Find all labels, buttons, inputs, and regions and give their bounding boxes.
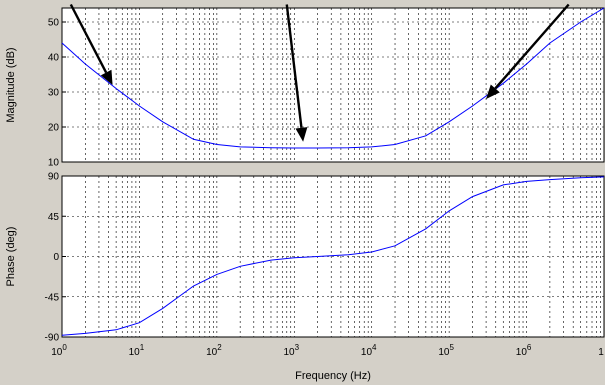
phase-grid <box>61 175 605 338</box>
magnitude-series-line <box>61 7 605 149</box>
x-tick-label: 103 <box>283 343 299 358</box>
y-tick-label: 50 <box>48 18 60 29</box>
y-tick-label: -45 <box>45 292 60 303</box>
magnitude-plot-area <box>62 8 604 162</box>
magnitude-y-axis-label: Magnitude (dB) <box>5 47 17 122</box>
phase-series-line <box>61 176 605 336</box>
y-tick-label: 90 <box>48 172 60 183</box>
annotation-arrow-shaft <box>69 3 108 74</box>
annotation-arrow-head <box>486 84 500 99</box>
y-tick-label: 20 <box>48 123 60 134</box>
magnitude-y-tick-labels: 10 20 30 40 50 <box>48 18 66 169</box>
frequency-x-tick-labels: 100 101 102 103 104 105 106 1 <box>51 343 604 358</box>
x-tick-label: 104 <box>361 343 377 358</box>
magnitude-annotation-arrows <box>69 3 570 142</box>
phase-y-tick-labels: -90 -45 0 45 90 <box>45 172 66 344</box>
y-tick-label: 45 <box>48 212 60 223</box>
x-tick-label: 102 <box>206 343 222 358</box>
phase-y-axis-label: Phase (deg) <box>5 227 17 287</box>
x-tick-label: 1 <box>598 347 604 358</box>
annotation-arrow-head <box>100 69 113 85</box>
phase-panel: -90 -45 0 45 90 100 101 102 103 104 105 106 1 Phase… <box>5 172 605 358</box>
annotation-arrow-head <box>295 127 308 142</box>
x-tick-label: 105 <box>438 343 454 358</box>
annotation-arrow-shaft <box>285 4 303 128</box>
y-tick-label: 10 <box>48 158 60 169</box>
y-tick-label: -90 <box>45 333 60 344</box>
magnitude-grid <box>61 7 605 163</box>
y-tick-label: 40 <box>48 53 60 64</box>
x-tick-label: 106 <box>516 343 532 358</box>
frequency-x-axis-label: Frequency (Hz) <box>295 370 371 382</box>
annotation-arrow-shaft <box>494 3 570 90</box>
x-tick-label: 101 <box>129 343 145 358</box>
y-tick-label: 30 <box>48 88 60 99</box>
plot-frame <box>61 7 605 163</box>
x-tick-label: 100 <box>51 343 67 358</box>
magnitude-panel: 10 20 30 40 50 Magnitude (dB) <box>5 3 605 169</box>
y-tick-label: 0 <box>53 252 59 263</box>
